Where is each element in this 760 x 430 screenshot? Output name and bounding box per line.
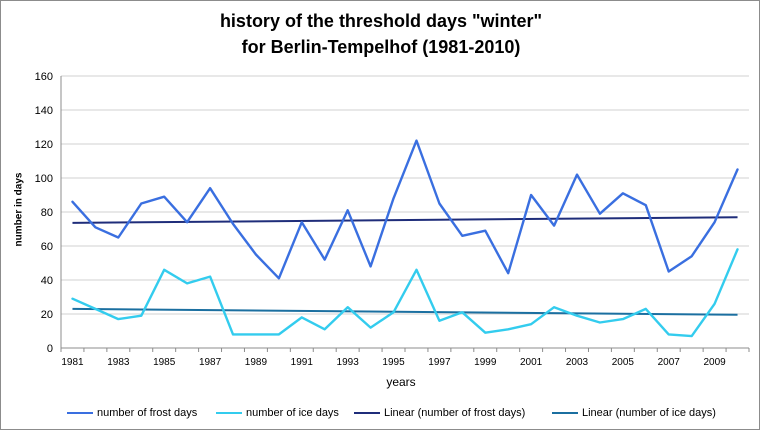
y-tick-label-60: 60: [41, 241, 53, 253]
legend-swatch-frost-days: [67, 412, 93, 414]
x-tick-label-1985: 1985: [153, 357, 176, 368]
x-tick-label-2003: 2003: [566, 357, 589, 368]
x-tick-label-1981: 1981: [61, 357, 84, 368]
gridlines: [61, 75, 749, 315]
y-tick-label-140: 140: [35, 105, 53, 117]
chart-title-line-2: for Berlin-Tempelhof (1981-2010): [241, 37, 521, 57]
y-tick-label-160: 160: [35, 71, 53, 83]
legend-item-ice-days: number of ice days: [216, 405, 339, 421]
trendline-linear-number-of-ice-days: [72, 307, 738, 316]
y-axis-label: number in days: [13, 172, 25, 247]
legend-label-linear-frost: Linear (number of frost days): [384, 407, 526, 419]
x-axis-label: years: [386, 375, 416, 389]
trendline-linear-number-of-frost-days: [72, 216, 738, 224]
series-lines: [71, 139, 739, 338]
legend-item-frost-days: number of frost days: [67, 405, 197, 421]
legend-swatch-linear-frost: [354, 412, 380, 414]
x-tick-label-2007: 2007: [658, 357, 681, 368]
x-tick-label-1997: 1997: [428, 357, 451, 368]
y-tick-label-20: 20: [41, 309, 53, 321]
x-tick-label-1989: 1989: [245, 357, 268, 368]
x-tick-label-1983: 1983: [107, 357, 130, 368]
x-tick-label-1987: 1987: [199, 357, 222, 368]
x-tick-label-1991: 1991: [291, 357, 314, 368]
x-tick-label-2005: 2005: [612, 357, 635, 368]
legend-swatch-linear-ice: [552, 412, 578, 414]
y-axis-ticks: 0 20 40 60 80 100 120 140 160: [35, 71, 53, 355]
legend-label-ice-days: number of ice days: [246, 407, 339, 419]
y-tick-label-40: 40: [41, 275, 53, 287]
x-tick-label-2001: 2001: [520, 357, 543, 368]
y-tick-label-0: 0: [47, 343, 53, 355]
legend-swatch-ice-days: [216, 412, 242, 414]
x-tick-label-1999: 1999: [474, 357, 497, 368]
legend-label-linear-ice: Linear (number of ice days): [582, 407, 716, 419]
x-tick-label-2009: 2009: [703, 357, 726, 368]
y-tick-label-100: 100: [35, 173, 53, 185]
x-axis: 1981 1983 1985 1987 1989 1991 1993 1995 1997 1999…: [60, 76, 750, 368]
chart-title-line-1: history of the threshold days "winter": [219, 11, 543, 31]
series-line-number-of-ice-days: [71, 248, 739, 338]
x-tick-label-1993: 1993: [337, 357, 360, 368]
legend-item-linear-ice: Linear (number of ice days): [552, 405, 716, 421]
legend: number of frost days number of ice days …: [61, 405, 751, 423]
legend-item-linear-frost: Linear (number of frost days): [354, 405, 525, 421]
legend-label-frost-days: number of frost days: [97, 407, 198, 419]
series-line-number-of-frost-days: [71, 139, 739, 280]
y-tick-label-120: 120: [35, 139, 53, 151]
x-tick-label-1995: 1995: [382, 357, 405, 368]
y-tick-label-80: 80: [41, 207, 53, 219]
